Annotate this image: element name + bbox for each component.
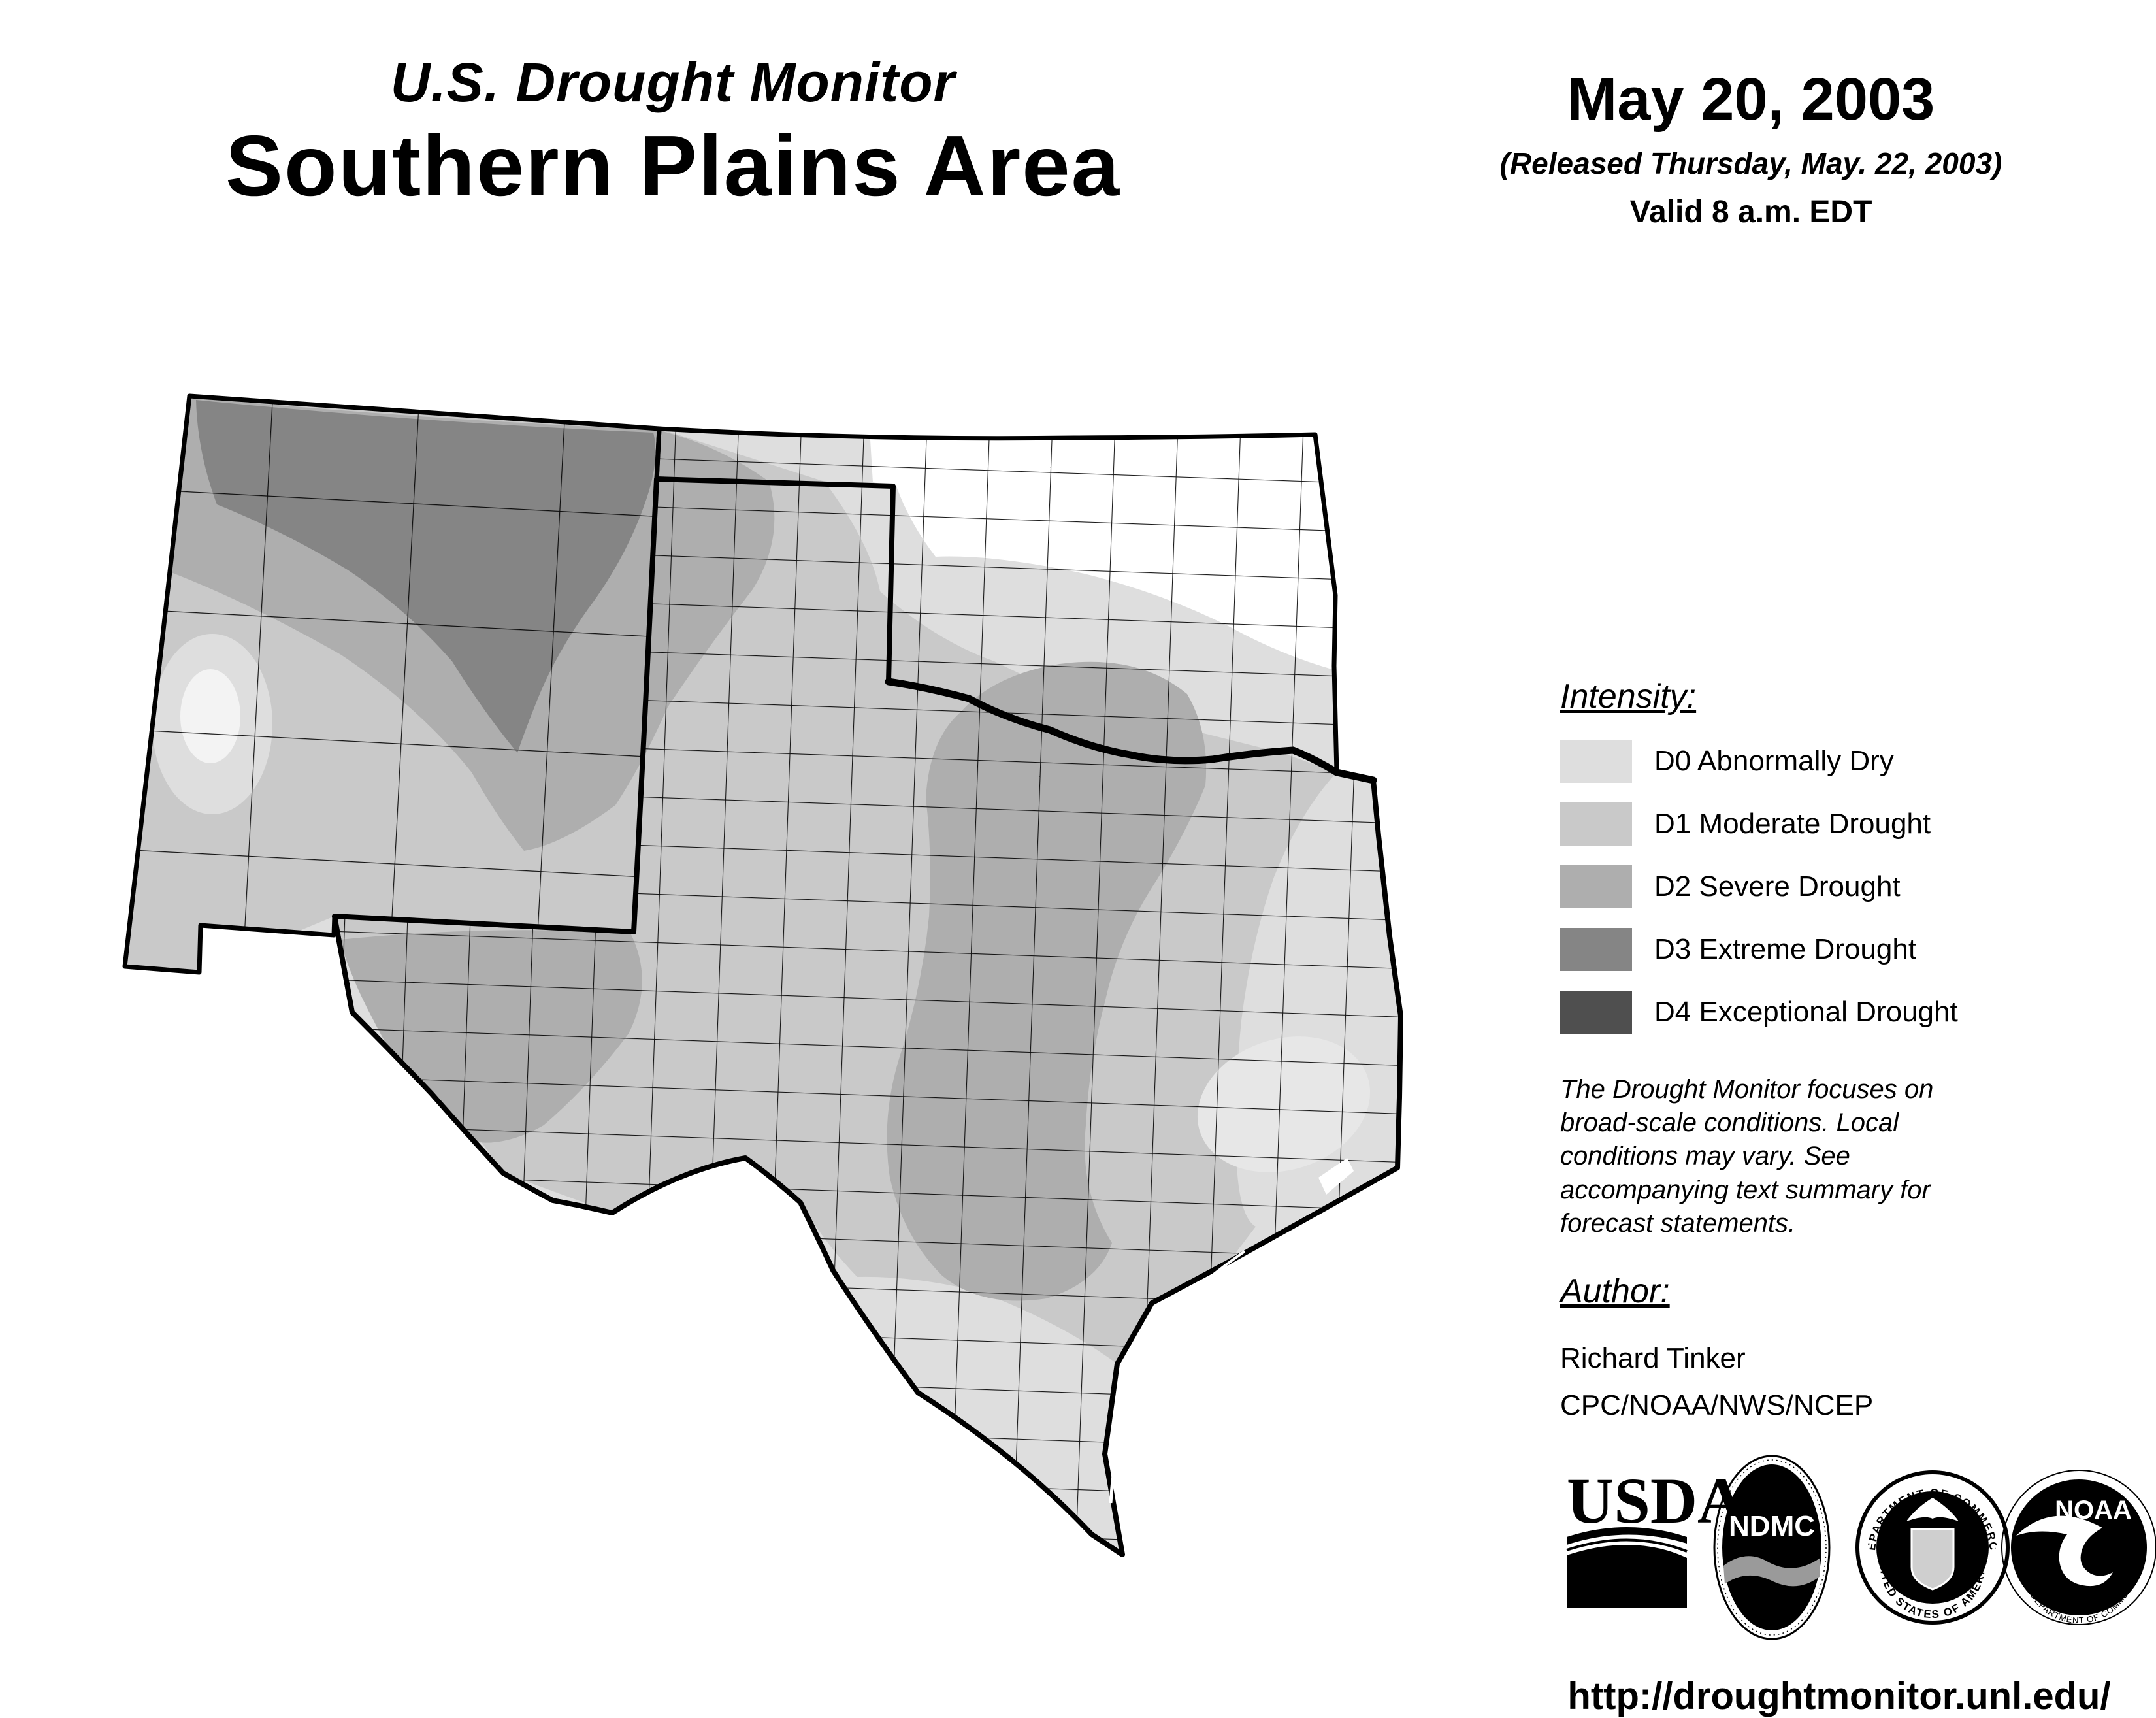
seabird-icon <box>2016 1515 2113 1587</box>
svg-text:USDA: USDA <box>1567 1464 1744 1537</box>
drought-map <box>0 0 2156 1666</box>
legend-label: D0 Abnormally Dry <box>1654 745 1894 777</box>
legend-label: D3 Extreme Drought <box>1654 933 1917 965</box>
red-river-border <box>885 678 1377 784</box>
legend-label: D1 Moderate Drought <box>1654 808 1931 840</box>
legend-item-d1: D1 Moderate Drought <box>1560 802 2122 846</box>
commerce-seal-icon: DEPARTMENT OF COMMERCE UNITED STATES OF … <box>1855 1470 2010 1625</box>
svg-text:NDMC: NDMC <box>1729 1510 1815 1542</box>
page-title: Southern Plains Area <box>225 118 1121 214</box>
legend-label: D2 Severe Drought <box>1654 870 1901 902</box>
svg-text:NOAA: NOAA <box>2055 1496 2132 1525</box>
legend-item-d3: D3 Extreme Drought <box>1560 928 2122 971</box>
map-kicker: U.S. Drought Monitor <box>390 52 956 113</box>
d2-swatch <box>1560 865 1632 908</box>
d4-swatch <box>1560 991 1632 1034</box>
ndmc-logo-icon: NDMC <box>1713 1455 1831 1640</box>
legend-item-d4: D4 Exceptional Drought <box>1560 991 2122 1034</box>
map-date: May 20, 2003 <box>1567 66 1935 133</box>
d3-swatch <box>1560 928 1632 971</box>
d1-swatch <box>1560 802 1632 846</box>
valid-time: Valid 8 a.m. EDT <box>1629 195 1872 229</box>
agency-logos: USDA NDMC DEPARTMENT OF COMMERCE UNITED … <box>1566 1455 2156 1640</box>
d0-swatch <box>1560 740 1632 783</box>
coast-detail <box>1109 1158 1354 1504</box>
legend-item-d0: D0 Abnormally Dry <box>1560 740 2122 783</box>
intensity-legend: Intensity: D0 Abnormally Dry D1 Moderate… <box>1560 677 2122 1053</box>
released-date: (Released Thursday, May. 22, 2003) <box>1499 146 2002 180</box>
legend-heading: Intensity: <box>1560 678 1697 716</box>
author-name: Richard Tinker <box>1560 1342 1746 1374</box>
disclaimer-text: The Drought Monitor focuses on broad-sca… <box>1560 1075 1934 1238</box>
date-block: May 20, 2003 (Released Thursday, May. 22… <box>1418 65 2084 230</box>
author-org: CPC/NOAA/NWS/NCEP <box>1560 1389 1874 1421</box>
author-heading: Author: <box>1560 1272 1670 1310</box>
eagle-icon <box>1906 1498 1959 1521</box>
drought-monitor-url: http://droughtmonitor.unl.edu/ <box>1567 1675 2111 1717</box>
legend-item-d2: D2 Severe Drought <box>1560 865 2122 908</box>
county-lines-layer <box>125 396 1401 1555</box>
noaa-logo-icon: NATIONAL OCEANIC AND ATMOSPHERIC ADMINIS… <box>2001 1470 2156 1625</box>
shield-icon <box>1910 1528 1955 1591</box>
legend-label: D4 Exceptional Drought <box>1654 996 1958 1028</box>
author-block: Author: Richard Tinker CPC/NOAA/NWS/NCEP <box>1560 1272 2083 1422</box>
usda-logo-icon: USDA <box>1566 1464 1744 1608</box>
